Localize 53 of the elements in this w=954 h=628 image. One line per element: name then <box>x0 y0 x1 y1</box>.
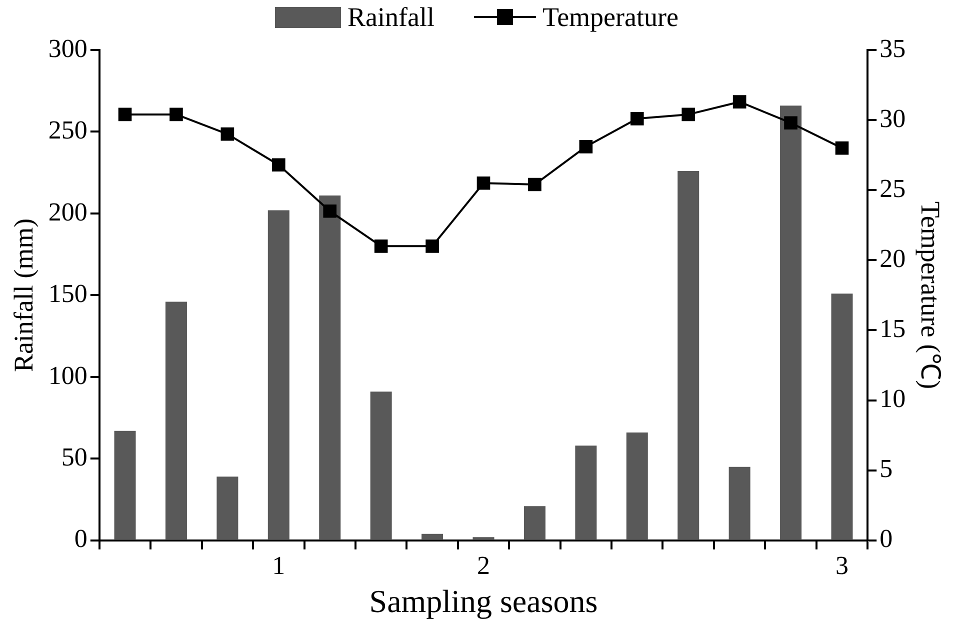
bar <box>626 432 648 540</box>
bar <box>831 294 853 540</box>
point <box>784 116 798 130</box>
point <box>579 140 593 154</box>
point <box>528 178 542 192</box>
x-axis-title: Sampling seasons <box>369 583 598 620</box>
bar <box>422 534 444 540</box>
point <box>630 112 644 126</box>
bar <box>780 106 802 540</box>
point <box>835 141 849 155</box>
point <box>170 108 183 122</box>
y-tick-label: 50 <box>61 442 88 472</box>
point <box>732 95 746 108</box>
y-axis-title: Rainfall (mm) <box>8 218 38 372</box>
y2-tick-label: 25 <box>880 174 906 203</box>
bar <box>268 210 290 540</box>
y-tick-label: 100 <box>48 360 88 390</box>
legend-label: Rainfall <box>347 2 434 33</box>
y2-tick-label: 20 <box>880 244 906 273</box>
bar <box>165 302 187 540</box>
bar <box>370 392 392 540</box>
legend-label: Temperature <box>542 2 678 33</box>
bar <box>319 195 341 540</box>
bar <box>728 466 750 540</box>
x-tick-label: 3 <box>835 550 848 580</box>
bar <box>114 430 136 540</box>
bar <box>524 506 546 540</box>
y-tick-label: 0 <box>74 524 88 554</box>
point <box>426 240 439 253</box>
point <box>476 176 490 190</box>
y-tick-label: 250 <box>48 116 88 145</box>
point <box>118 108 132 122</box>
y2-tick-label: 0 <box>880 524 893 554</box>
bar <box>678 170 700 540</box>
bar <box>216 476 238 540</box>
y-tick-label: 200 <box>48 197 88 226</box>
point <box>220 127 234 141</box>
x-tick-label: 1 <box>272 550 286 580</box>
y2-tick-label: 15 <box>880 314 906 344</box>
y-tick-label: 300 <box>48 34 88 63</box>
point <box>682 108 696 122</box>
y-tick-label: 150 <box>48 279 88 308</box>
bar <box>472 537 494 540</box>
y2-tick-label: 35 <box>880 34 906 63</box>
y2-tick-label: 5 <box>880 454 893 484</box>
point <box>272 158 286 172</box>
point <box>374 240 388 253</box>
point <box>323 204 337 218</box>
y2-tick-label: 30 <box>880 104 906 133</box>
x-tick-label: 2 <box>477 550 490 580</box>
y2-tick-label: 10 <box>880 384 906 414</box>
y2-axis-title: Temperature (℃) <box>916 201 946 390</box>
bar <box>575 446 597 540</box>
